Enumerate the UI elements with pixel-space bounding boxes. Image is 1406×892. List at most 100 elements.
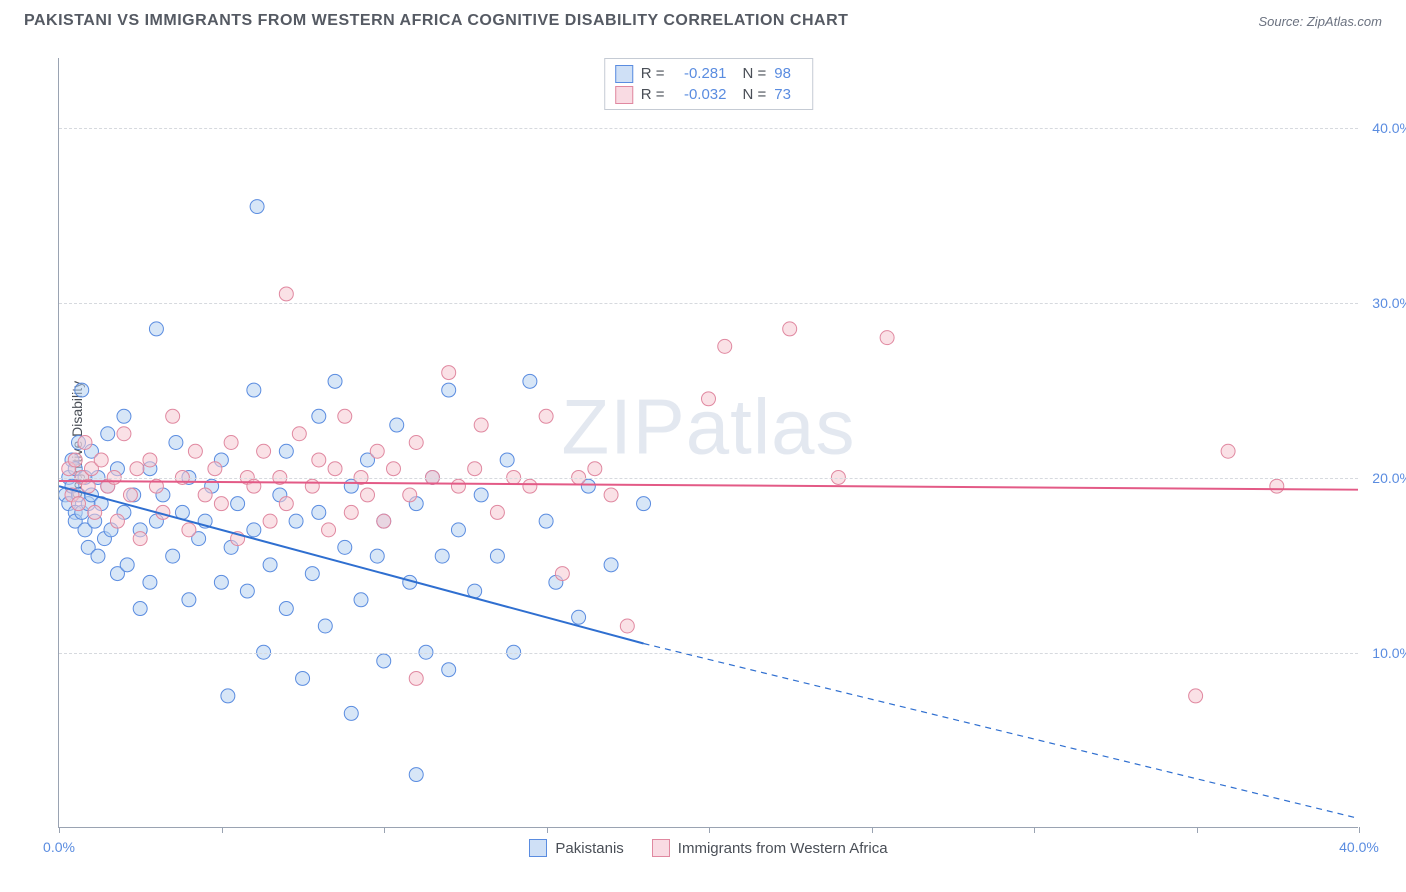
y-tick-label: 10.0% bbox=[1372, 645, 1406, 661]
stat-r-label: R = bbox=[641, 84, 665, 105]
data-point bbox=[273, 488, 287, 502]
data-point bbox=[250, 200, 264, 214]
data-point bbox=[81, 497, 95, 511]
stats-box: R =-0.281N =98R =-0.032N =73 bbox=[604, 58, 814, 110]
data-point bbox=[318, 619, 332, 633]
legend-item: Immigrants from Western Africa bbox=[652, 839, 888, 857]
data-point bbox=[292, 427, 306, 441]
data-point bbox=[88, 505, 102, 519]
data-point bbox=[143, 462, 157, 476]
data-point bbox=[409, 436, 423, 450]
data-point bbox=[442, 383, 456, 397]
data-point bbox=[117, 427, 131, 441]
gridline bbox=[59, 478, 1358, 479]
data-point bbox=[328, 374, 342, 388]
data-point bbox=[59, 488, 72, 502]
data-point bbox=[442, 663, 456, 677]
data-point bbox=[338, 540, 352, 554]
data-point bbox=[94, 497, 108, 511]
data-point bbox=[312, 409, 326, 423]
data-point bbox=[523, 479, 537, 493]
data-point bbox=[555, 567, 569, 581]
data-point bbox=[572, 610, 586, 624]
data-point bbox=[71, 488, 85, 502]
x-tick-mark bbox=[384, 827, 385, 833]
data-point bbox=[344, 706, 358, 720]
data-point bbox=[110, 567, 124, 581]
stat-n-label: N = bbox=[743, 63, 767, 84]
data-point bbox=[377, 514, 391, 528]
data-point bbox=[539, 514, 553, 528]
x-tick-mark bbox=[1197, 827, 1198, 833]
source-label: Source: ZipAtlas.com bbox=[1258, 14, 1382, 29]
data-point bbox=[156, 505, 170, 519]
data-point bbox=[117, 409, 131, 423]
data-point bbox=[65, 453, 79, 467]
data-point bbox=[84, 462, 98, 476]
data-point bbox=[149, 322, 163, 336]
data-point bbox=[133, 532, 147, 546]
data-point bbox=[133, 523, 147, 537]
data-point bbox=[500, 453, 514, 467]
stats-row: R =-0.281N =98 bbox=[615, 63, 803, 84]
data-point bbox=[117, 505, 131, 519]
data-point bbox=[305, 479, 319, 493]
data-point bbox=[344, 505, 358, 519]
gridline bbox=[59, 303, 1358, 304]
data-point bbox=[474, 418, 488, 432]
trend-line bbox=[59, 486, 644, 643]
data-point bbox=[224, 540, 238, 554]
data-point bbox=[166, 549, 180, 563]
data-point bbox=[354, 593, 368, 607]
data-point bbox=[581, 479, 595, 493]
data-point bbox=[75, 383, 89, 397]
data-point bbox=[702, 392, 716, 406]
data-point bbox=[247, 383, 261, 397]
data-point bbox=[370, 549, 384, 563]
data-point bbox=[149, 514, 163, 528]
data-point bbox=[403, 488, 417, 502]
data-point bbox=[101, 479, 115, 493]
data-point bbox=[451, 479, 465, 493]
data-point bbox=[783, 322, 797, 336]
plot-area: ZIPatlas R =-0.281N =98R =-0.032N =73 Pa… bbox=[58, 58, 1358, 828]
data-point bbox=[279, 497, 293, 511]
data-point bbox=[81, 479, 95, 493]
data-point bbox=[65, 479, 79, 493]
data-point bbox=[588, 462, 602, 476]
x-tick-mark bbox=[222, 827, 223, 833]
data-point bbox=[214, 453, 228, 467]
data-point bbox=[65, 488, 79, 502]
data-point bbox=[549, 575, 563, 589]
stat-n-value: 98 bbox=[774, 63, 802, 84]
data-point bbox=[71, 497, 85, 511]
data-point bbox=[133, 602, 147, 616]
data-point bbox=[435, 549, 449, 563]
series-swatch bbox=[615, 65, 633, 83]
data-point bbox=[169, 436, 183, 450]
data-point bbox=[880, 331, 894, 345]
chart-svg bbox=[59, 58, 1358, 827]
data-point bbox=[1221, 444, 1235, 458]
data-point bbox=[231, 532, 245, 546]
x-tick-label: 40.0% bbox=[1339, 839, 1379, 855]
data-point bbox=[490, 505, 504, 519]
data-point bbox=[75, 505, 89, 519]
data-point bbox=[143, 453, 157, 467]
y-tick-label: 40.0% bbox=[1372, 120, 1406, 136]
data-point bbox=[257, 444, 271, 458]
data-point bbox=[305, 567, 319, 581]
data-point bbox=[62, 497, 76, 511]
data-point bbox=[101, 479, 115, 493]
data-point bbox=[370, 444, 384, 458]
data-point bbox=[263, 514, 277, 528]
data-point bbox=[62, 462, 76, 476]
data-point bbox=[312, 453, 326, 467]
data-point bbox=[149, 479, 163, 493]
source-link[interactable]: ZipAtlas.com bbox=[1307, 14, 1382, 29]
data-point bbox=[361, 488, 375, 502]
data-point bbox=[240, 584, 254, 598]
stat-n-label: N = bbox=[743, 84, 767, 105]
stat-n-value: 73 bbox=[774, 84, 802, 105]
data-point bbox=[188, 444, 202, 458]
